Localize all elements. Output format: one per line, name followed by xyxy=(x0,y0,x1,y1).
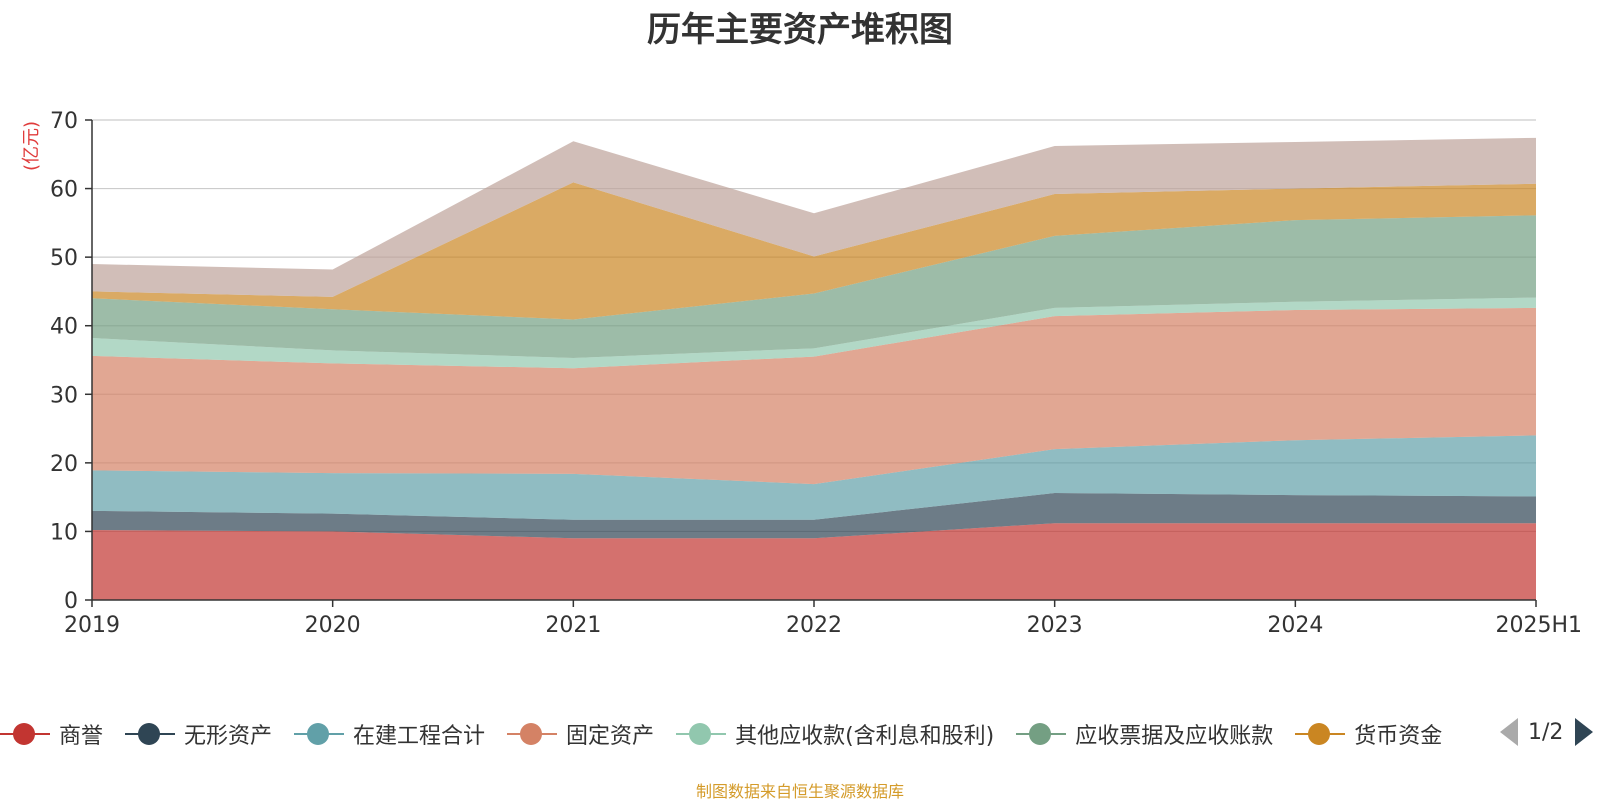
area-series-7 xyxy=(92,182,1536,320)
area-series-8 xyxy=(92,137,1536,297)
y-tick-label: 50 xyxy=(50,246,78,271)
legend-item[interactable]: 其他应收款(含利息和股利) xyxy=(676,714,994,754)
y-tick-label: 60 xyxy=(50,178,78,203)
chart-legend: 商誉 无形资产 在建工程合计 固定资产 其他应收款(含利息和股利) 应收票据及应收账款 货币… xyxy=(0,714,1480,754)
legend-item[interactable]: 商誉 xyxy=(0,714,103,754)
legend-item[interactable]: 应收票据及应收账款 xyxy=(1016,714,1273,754)
legend-marker-icon xyxy=(125,722,176,746)
legend-prev-page-icon[interactable] xyxy=(1500,718,1518,746)
legend-marker-icon xyxy=(1016,722,1067,746)
area-series-2 xyxy=(92,493,1536,539)
x-tick-label: 2022 xyxy=(786,613,842,638)
legend-next-page-icon[interactable] xyxy=(1575,718,1594,746)
area-series-5 xyxy=(92,297,1536,369)
area-series-6 xyxy=(92,215,1536,358)
legend-label: 其他应收款(含利息和股利) xyxy=(735,724,995,749)
legend-marker-icon xyxy=(0,722,50,746)
x-tick-label: 2020 xyxy=(305,613,361,638)
area-series-1 xyxy=(92,523,1536,600)
x-tick-label: 2023 xyxy=(1027,613,1083,638)
legend-marker-icon xyxy=(507,722,558,746)
y-tick-label: 40 xyxy=(50,315,78,340)
legend-label: 在建工程合计 xyxy=(353,724,486,749)
y-tick-label: 10 xyxy=(50,520,78,545)
y-tick-label: 20 xyxy=(50,452,78,477)
legend-pager: 1/2 xyxy=(1500,712,1600,752)
legend-label: 无形资产 xyxy=(184,724,273,749)
legend-marker-icon xyxy=(1295,722,1346,746)
legend-page-indicator: 1/2 xyxy=(1528,719,1564,745)
legend-label: 商誉 xyxy=(59,724,104,749)
legend-item[interactable]: 无形资产 xyxy=(125,714,272,754)
y-tick-label: 70 xyxy=(50,109,78,134)
x-tick-label: 2024 xyxy=(1267,613,1323,638)
legend-label: 应收票据及应收账款 xyxy=(1075,724,1274,749)
x-tick-label: 2019 xyxy=(64,613,120,638)
legend-item[interactable]: 固定资产 xyxy=(507,714,654,754)
x-tick-label: 2021 xyxy=(545,613,601,638)
y-tick-label: 0 xyxy=(64,589,78,614)
legend-item[interactable]: 在建工程合计 xyxy=(294,714,485,754)
x-tick-label: 2025H1 xyxy=(1495,613,1582,638)
legend-label: 固定资产 xyxy=(566,724,655,749)
area-series-3 xyxy=(92,435,1536,520)
source-note: 制图数据来自恒生聚源数据库 xyxy=(695,782,904,801)
legend-marker-icon xyxy=(676,722,727,746)
y-tick-label: 30 xyxy=(50,383,78,408)
legend-label: 货币资金 xyxy=(1354,724,1443,749)
area-series-4 xyxy=(92,307,1536,485)
chart-title: 历年主要资产堆积图 xyxy=(647,10,953,50)
legend-marker-icon xyxy=(294,722,345,746)
legend-item[interactable]: 货币资金 xyxy=(1295,714,1442,754)
